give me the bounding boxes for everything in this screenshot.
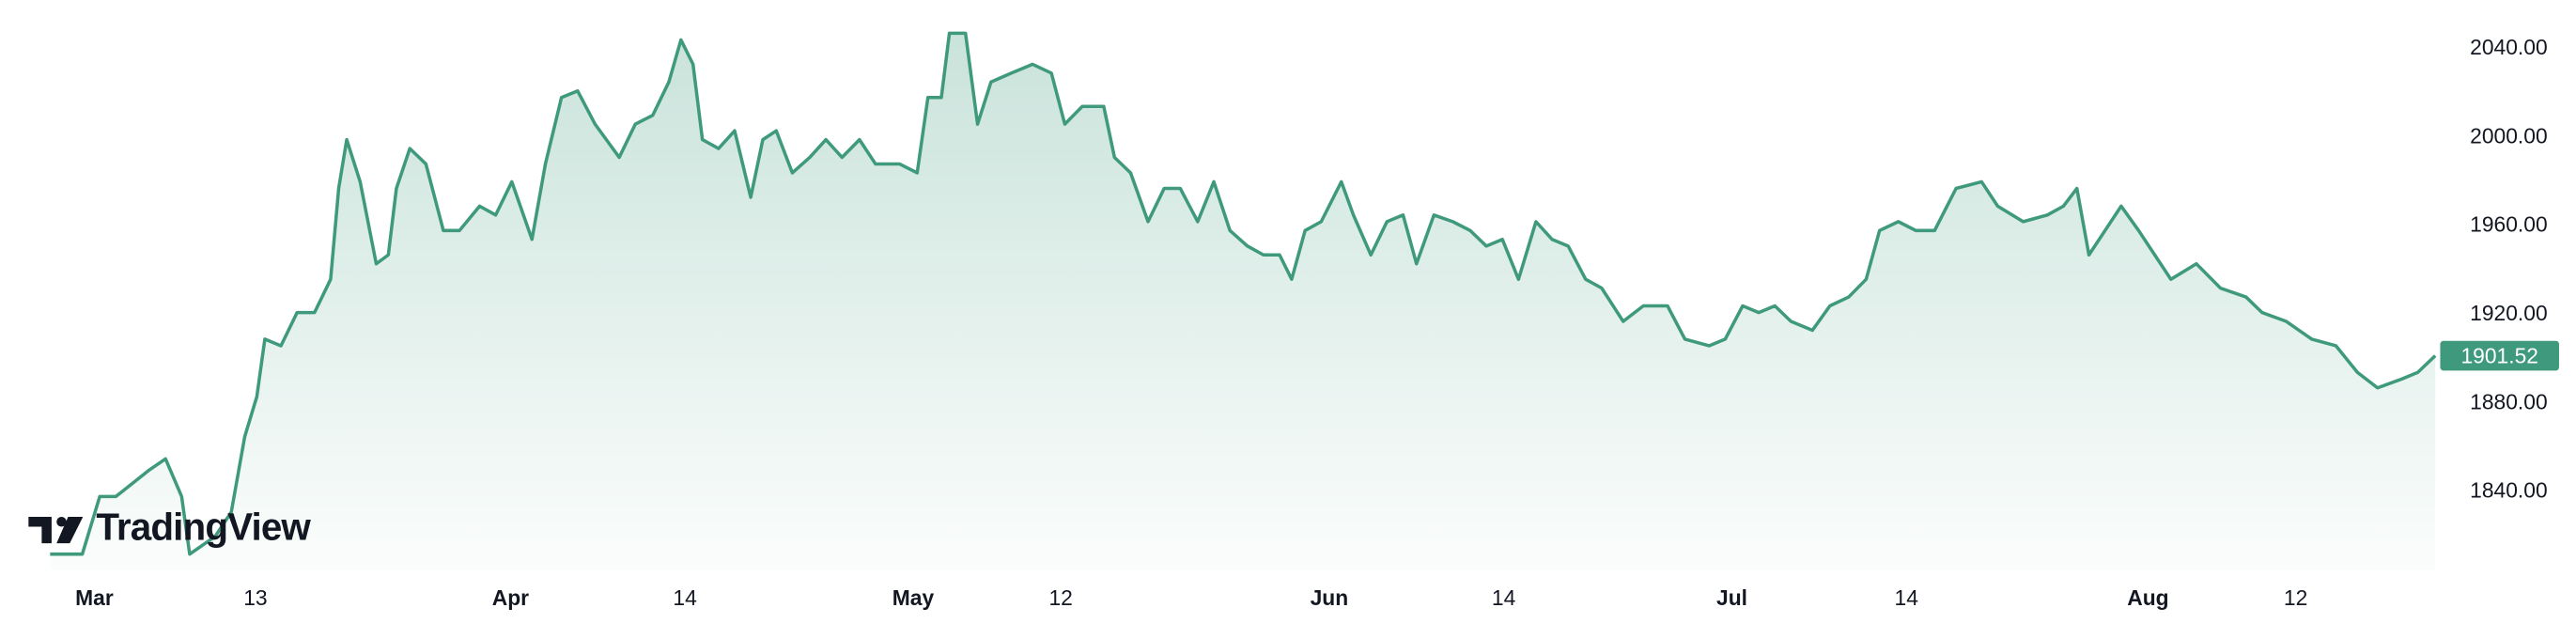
x-tick-label: 14	[1895, 585, 1919, 610]
y-tick-label: 1880.00	[2470, 389, 2548, 413]
x-tick-label: Aug	[2127, 585, 2168, 610]
plot-area	[50, 31, 2437, 570]
y-tick-label: 1920.00	[2470, 301, 2548, 325]
x-tick-label: 13	[243, 585, 267, 610]
x-tick-label: Apr	[492, 585, 529, 610]
x-tick-label: Jun	[1311, 585, 1349, 610]
logo-icon-dot	[56, 516, 67, 527]
y-tick-label: 2040.00	[2470, 35, 2548, 59]
x-tick-label: 14	[673, 585, 697, 610]
logo: TradingView	[28, 506, 312, 549]
x-tick-label: 12	[2284, 585, 2307, 610]
logo-text: TradingView	[96, 506, 311, 549]
logo-icon-slash	[56, 516, 84, 544]
x-tick-label: May	[892, 585, 935, 610]
y-tick-label: 1960.00	[2470, 212, 2548, 237]
area-fill	[50, 33, 2436, 570]
x-tick-label: Mar	[75, 585, 114, 610]
y-tick-label: 2000.00	[2470, 123, 2548, 148]
logo-icon	[28, 516, 52, 544]
y-tick-label: 1840.00	[2470, 478, 2548, 503]
price-line	[50, 31, 2437, 556]
x-tick-label: 14	[1492, 585, 1516, 610]
last-price-tag	[2440, 340, 2559, 371]
last-price-label: 1901.52	[2460, 343, 2538, 367]
x-tick-label: Jul	[1716, 585, 1747, 610]
x-tick-label: 12	[1048, 585, 1072, 610]
